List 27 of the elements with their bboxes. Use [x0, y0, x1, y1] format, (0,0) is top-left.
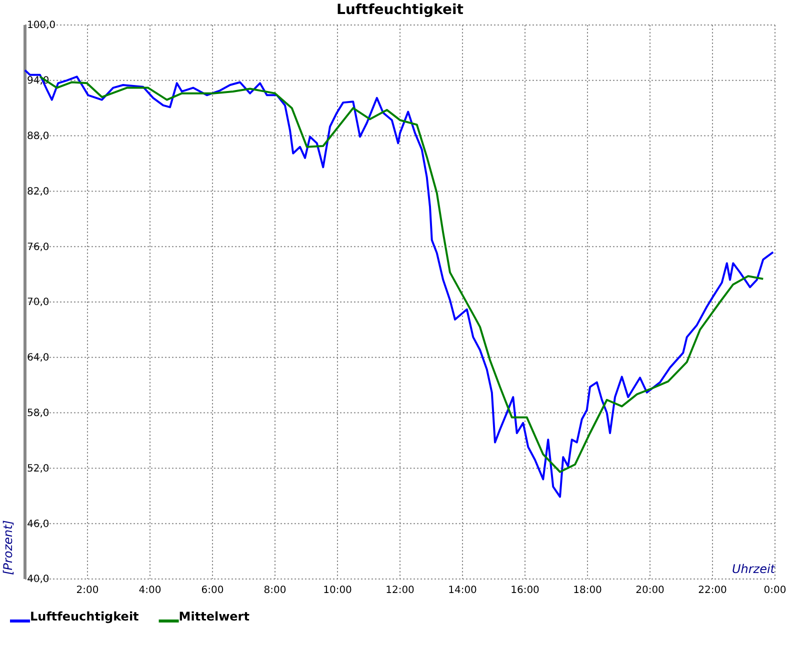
x-tick-label: 12:00	[386, 585, 414, 596]
y-tick-label: 100,0	[27, 20, 56, 32]
x-tick-label: 22:00	[698, 585, 727, 596]
x-tick-label: 4:00	[138, 585, 162, 596]
legend-label: Mittelwert	[178, 609, 250, 624]
y-tick-label: 58,0	[27, 408, 50, 419]
legend-label: Luftfeuchtigkeit	[30, 609, 140, 624]
chart-title: Luftfeuchtigkeit	[336, 2, 464, 18]
x-tick-label: 16:00	[510, 585, 540, 596]
x-tick-label: 6:00	[201, 585, 224, 596]
x-tick-label: 0:00	[764, 585, 786, 596]
y-tick-label: 82,0	[27, 186, 50, 198]
x-tick-label: 20:00	[636, 585, 664, 596]
x-axis-title: Uhrzeit	[732, 562, 776, 576]
y-tick-label: 52,0	[27, 463, 50, 474]
y-tick-label: 76,0	[27, 242, 50, 253]
y-tick-label: 40,0	[27, 574, 50, 586]
x-tick-label: 2:00	[76, 585, 99, 596]
x-tick-label: 10:00	[323, 585, 352, 596]
x-tick-label: 14:00	[448, 585, 477, 596]
y-tick-label: 70,0	[27, 297, 50, 308]
x-tick-label: 18:00	[573, 585, 602, 596]
x-tick-label: 8:00	[264, 585, 286, 596]
y-tick-label: 64,0	[27, 352, 50, 364]
y-tick-label: 46,0	[27, 518, 50, 530]
y-axis-title: [Prozent]	[1, 520, 15, 575]
y-tick-label: 88,0	[27, 131, 50, 142]
